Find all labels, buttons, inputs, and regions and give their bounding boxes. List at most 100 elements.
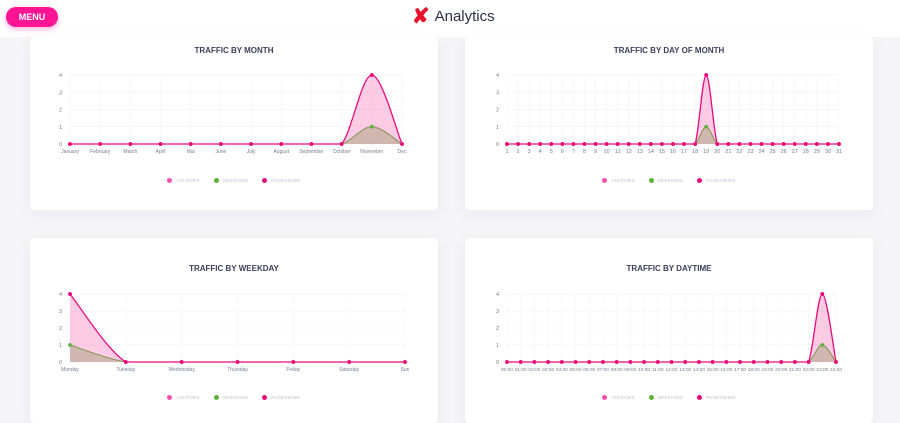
data-point-pageviews (400, 142, 404, 146)
data-point-pageviews (505, 360, 509, 364)
x-tick-label: 24 (758, 149, 764, 155)
x-tick-label: September (299, 149, 324, 155)
data-point-pageviews (128, 142, 133, 146)
legend-label: VISITORS (611, 395, 635, 400)
data-point-pageviews (601, 360, 605, 364)
x-tick-label: 23 (747, 149, 753, 155)
legend-label: VISITORS (176, 395, 200, 400)
x-tick-label: 06:00 (583, 367, 595, 373)
y-tick-label: 3 (59, 90, 62, 96)
x-tick-label: 31 (836, 149, 842, 155)
x-tick-label: July (247, 149, 256, 155)
legend-pageviews[interactable]: PAGEVIEWS (262, 178, 300, 183)
data-point-pageviews (123, 360, 128, 364)
chart-weekday: 0 1 2 3 4 Monday Tuesday Wednesday Thursday Frida… (59, 292, 410, 373)
legend-sessions[interactable]: SESSIONS (648, 395, 683, 400)
y-tick-label: 1 (496, 343, 499, 349)
x-tick-label: 10:00 (638, 367, 650, 373)
chart-title: TRAFFIC BY MONTH (194, 46, 274, 55)
legend-label: VISITORS (176, 178, 200, 183)
legend-dot (213, 178, 219, 183)
x-tick-label: August (273, 149, 289, 155)
y-tick-label: 2 (59, 108, 62, 114)
legend: VISITORS SESSIONS PAGEVIEWS (465, 395, 873, 400)
x-tick-label: 16:00 (720, 367, 732, 373)
data-point-pageviews (628, 360, 633, 364)
menu-button[interactable]: MENU (6, 7, 58, 27)
x-tick-label: 9 (594, 149, 597, 155)
data-point-sessions (369, 124, 374, 129)
legend-label: VISITORS (611, 178, 635, 183)
data-point-pageviews (770, 142, 775, 146)
legend: VISITORS SESSIONS PAGEVIEWS (465, 178, 873, 183)
series-area-pageviews (70, 75, 402, 144)
data-point-pageviews (637, 142, 642, 146)
legend-dot (648, 395, 654, 400)
legend-sessions[interactable]: SESSIONS (648, 178, 683, 183)
x-tick-label: April (156, 149, 166, 155)
x-tick-label: 7 (572, 149, 575, 155)
x-tick-label: Friday (286, 367, 300, 373)
x-tick-label: 00:00 (501, 367, 513, 373)
data-point-pageviews (516, 142, 520, 146)
x-tick-label: 30 (825, 149, 831, 155)
legend: VISITORS SESSIONS PAGEVIEWS (30, 395, 438, 400)
x-tick-label: 13:00 (679, 367, 691, 373)
series-area-sessions (70, 126, 402, 144)
x-tick-label: 13 (637, 149, 643, 155)
x-tick-label: 04:00 (556, 367, 568, 373)
x-tick-label: January (61, 149, 79, 155)
data-point-pageviews (219, 142, 223, 146)
data-point-pageviews (571, 142, 576, 146)
legend-visitors[interactable]: VISITORS (602, 395, 634, 400)
legend-dot (167, 178, 173, 183)
y-tick-label: 0 (59, 360, 62, 366)
legend-pageviews[interactable]: PAGEVIEWS (697, 178, 735, 183)
legend: VISITORS SESSIONS PAGEVIEWS (30, 178, 438, 183)
y-tick-label: 4 (59, 292, 62, 298)
x-tick-label: 21 (725, 149, 731, 155)
data-point-pageviews (792, 142, 797, 146)
x-tick-label: 12:00 (665, 367, 677, 373)
x-tick-label: Thursday (227, 367, 248, 373)
x-tick-label: 11:00 (652, 367, 664, 373)
close-x-icon: ✘ (412, 5, 430, 28)
legend-visitors[interactable]: VISITORS (167, 395, 199, 400)
legend-dot (602, 178, 608, 183)
legend-sessions[interactable]: SESSIONS (213, 178, 248, 183)
data-point-pageviews (704, 73, 709, 77)
legend-dot (262, 178, 268, 183)
x-tick-label: Wednesday (169, 367, 196, 373)
legend-pageviews[interactable]: PAGEVIEWS (262, 395, 300, 400)
data-point-pageviews (279, 142, 284, 146)
x-tick-label: 20:00 (775, 367, 787, 373)
x-tick-label: 01:00 (515, 367, 527, 373)
chart-title: TRAFFIC BY DAYTIME (626, 264, 712, 273)
data-point-pageviews (527, 142, 532, 146)
legend-pageviews[interactable]: PAGEVIEWS (697, 395, 735, 400)
chart-title: TRAFFIC BY DAY OF MONTH (613, 46, 725, 55)
x-tick-label: 18:00 (748, 367, 760, 373)
data-point-pageviews (669, 360, 674, 364)
x-tick-label: 26 (781, 149, 787, 155)
legend-visitors[interactable]: VISITORS (602, 178, 634, 183)
legend-visitors[interactable]: VISITORS (167, 178, 199, 183)
chart-card-daytime: TRAFFIC BY DAYTIME 0 1 2 3 4 00:00 01:00 02:00 0… (465, 238, 873, 423)
x-tick-label: Mai (187, 149, 195, 155)
x-tick-label: 25 (770, 149, 776, 155)
legend-sessions[interactable]: SESSIONS (213, 395, 248, 400)
y-tick-label: 4 (496, 73, 499, 79)
data-point-pageviews (604, 142, 609, 146)
legend-dot (167, 395, 173, 400)
data-point-pageviews (682, 142, 686, 146)
legend-dot (213, 395, 219, 400)
data-point-pageviews (837, 142, 841, 146)
data-point-pageviews (803, 142, 808, 146)
y-tick-label: 1 (59, 343, 62, 349)
data-point-pageviews (814, 142, 819, 146)
series-area-sessions (70, 345, 405, 362)
data-point-sessions (820, 343, 825, 347)
page-title: Analytics (434, 8, 495, 25)
x-tick-label: Monday (61, 367, 79, 373)
x-tick-label: 14:00 (693, 367, 705, 373)
